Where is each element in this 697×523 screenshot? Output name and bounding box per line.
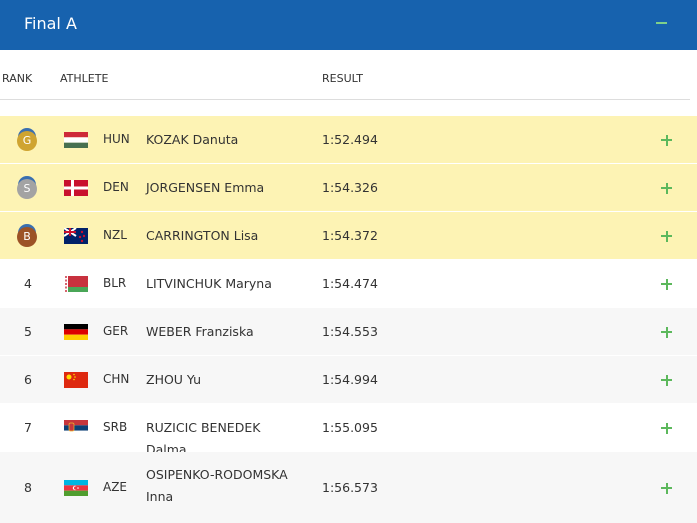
country-code: BLR bbox=[103, 275, 127, 290]
result-row[interactable]: 6 CHN ZHOU Yu 1:54.994 bbox=[0, 356, 697, 403]
athlete-name: OSIPENKO-RODOMSKA Inna bbox=[146, 467, 288, 504]
result-row[interactable]: 4 BLR LITVINCHUK Maryna 1:54.474 bbox=[0, 260, 697, 307]
flag bbox=[64, 227, 88, 244]
country-code: SRB bbox=[103, 419, 128, 434]
athlete-name: WEBER Franziska bbox=[146, 323, 254, 339]
result-row[interactable]: G HUN KOZAK Danuta 1:52.494 bbox=[0, 116, 697, 163]
divider bbox=[0, 99, 690, 100]
athlete-name: CARRINGTON Lisa bbox=[146, 227, 259, 243]
header-bar[interactable]: Final A bbox=[0, 0, 697, 50]
header-title: Final A bbox=[24, 14, 77, 33]
expand-icon[interactable] bbox=[661, 134, 672, 146]
result-time: 1:55.095 bbox=[322, 419, 378, 435]
rank: 7 bbox=[24, 419, 32, 435]
flag bbox=[64, 479, 88, 496]
country-code: CHN bbox=[103, 371, 130, 386]
expand-icon[interactable] bbox=[661, 182, 672, 194]
rank: 8 bbox=[24, 479, 32, 495]
result-row[interactable]: B NZL CARRINGTON Lisa 1:54.372 bbox=[0, 212, 697, 259]
country-code: HUN bbox=[103, 131, 130, 146]
expand-icon[interactable] bbox=[661, 230, 672, 242]
rank: 6 bbox=[24, 371, 32, 387]
expand-icon[interactable] bbox=[661, 422, 672, 434]
flag bbox=[64, 275, 88, 292]
medal-icon: B bbox=[17, 226, 37, 247]
collapse-icon[interactable] bbox=[656, 22, 667, 24]
expand-icon[interactable] bbox=[661, 326, 672, 338]
rank: 5 bbox=[24, 323, 32, 339]
country-code: DEN bbox=[103, 179, 129, 194]
expand-icon[interactable] bbox=[661, 278, 672, 290]
athlete-name: LITVINCHUK Maryna bbox=[146, 275, 272, 291]
result-row[interactable]: S DEN JORGENSEN Emma 1:54.326 bbox=[0, 164, 697, 211]
column-header: ATHLETE bbox=[60, 72, 109, 85]
athlete-name: ZHOU Yu bbox=[146, 371, 202, 387]
expand-icon[interactable] bbox=[661, 482, 672, 494]
result-time: 1:54.553 bbox=[322, 323, 378, 339]
medal-icon: G bbox=[17, 130, 37, 151]
flag bbox=[64, 419, 88, 436]
flag bbox=[64, 323, 88, 340]
flag bbox=[64, 131, 88, 148]
column-header: RESULT bbox=[322, 72, 363, 85]
result-time: 1:54.474 bbox=[322, 275, 378, 291]
athlete-name: JORGENSEN Emma bbox=[146, 179, 265, 195]
result-time: 1:56.573 bbox=[322, 479, 378, 495]
result-row[interactable]: 5 GER WEBER Franziska 1:54.553 bbox=[0, 308, 697, 355]
result-time: 1:54.326 bbox=[322, 179, 378, 195]
expand-icon[interactable] bbox=[661, 374, 672, 386]
flag bbox=[64, 371, 88, 388]
medal-icon: S bbox=[17, 178, 37, 199]
column-header: RANK bbox=[2, 72, 33, 85]
result-time: 1:54.994 bbox=[322, 371, 378, 387]
result-row[interactable]: 7 SRB RUZICIC BENEDEK Dalma 1:55.095 bbox=[0, 404, 697, 457]
country-code: GER bbox=[103, 323, 129, 338]
athlete-name: KOZAK Danuta bbox=[146, 131, 239, 147]
result-time: 1:52.494 bbox=[322, 131, 378, 147]
country-code: AZE bbox=[103, 479, 128, 494]
result-time: 1:54.372 bbox=[322, 227, 378, 243]
result-row[interactable]: 8 AZE OSIPENKO-RODOMSKA Inna 1:56.573 bbox=[0, 452, 697, 523]
flag bbox=[64, 179, 88, 196]
rank: 4 bbox=[24, 275, 32, 291]
country-code: NZL bbox=[103, 227, 127, 242]
